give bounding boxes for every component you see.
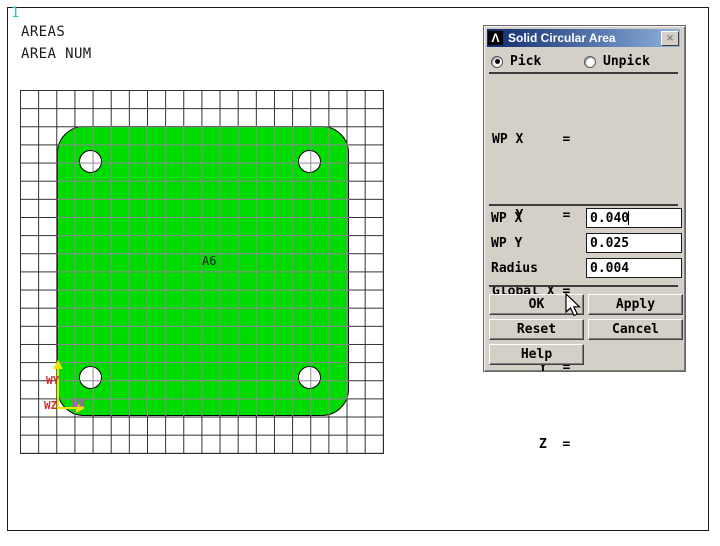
solid-circular-area-dialog: Λ Solid Circular Area ✕ Pick Unpick WP X… [483, 25, 686, 452]
radio-unselected-icon[interactable] [584, 55, 596, 68]
plot-annotation-areas: AREAS [21, 24, 66, 40]
workplane-triad: WY WZ WX [40, 358, 100, 420]
pick-radio-label: Pick [510, 54, 542, 69]
radius-input[interactable] [586, 258, 682, 278]
wp-y-field-label: WP Y [491, 236, 523, 251]
separator [489, 72, 678, 74]
separator [489, 285, 678, 287]
hole-bottom-right [298, 366, 321, 389]
help-button[interactable]: Help [489, 344, 584, 365]
unpick-radio[interactable]: Unpick [584, 54, 650, 69]
text-caret [628, 211, 629, 225]
apply-button[interactable]: Apply [588, 294, 683, 315]
cancel-button[interactable]: Cancel [588, 319, 683, 340]
radio-selected-icon[interactable] [491, 55, 503, 68]
coordinate-readouts: WP X = Y = Global X = Y = Z = [492, 76, 570, 508]
ok-button[interactable]: OK [489, 294, 584, 315]
solid-area-a6[interactable] [57, 126, 349, 416]
dialog-title: Solid Circular Area [508, 31, 616, 45]
separator [489, 204, 678, 206]
triad-wx-label: WX [72, 397, 86, 410]
close-icon[interactable]: ✕ [661, 31, 679, 46]
wp-y-input[interactable] [586, 233, 682, 253]
readout-global-y: Y = [492, 360, 571, 376]
radius-field-label: Radius [491, 261, 538, 276]
readout-wp-x: WP X = [492, 131, 571, 147]
triad-wz-label: WZ [44, 399, 58, 412]
hole-top-right [298, 150, 321, 173]
plot-window-id: 1 [11, 5, 20, 21]
unpick-radio-label: Unpick [603, 54, 650, 69]
reset-button[interactable]: Reset [489, 319, 584, 340]
triad-wy-label: WY [46, 374, 60, 387]
wp-x-input[interactable] [586, 208, 682, 228]
mouse-cursor-icon [565, 292, 583, 323]
plot-annotation-area-num: AREA NUM [21, 46, 92, 62]
wp-x-field-label: WP X [491, 211, 523, 226]
dialog-titlebar[interactable]: Λ Solid Circular Area ✕ [487, 29, 680, 47]
readout-wp-y: Y = [492, 208, 571, 224]
pick-radio[interactable]: Pick [491, 54, 541, 69]
hole-top-left [79, 150, 102, 173]
readout-global-z: Z = [492, 436, 571, 452]
ansys-logo-icon: Λ [488, 31, 503, 45]
area-number-label: A6 [202, 254, 217, 268]
